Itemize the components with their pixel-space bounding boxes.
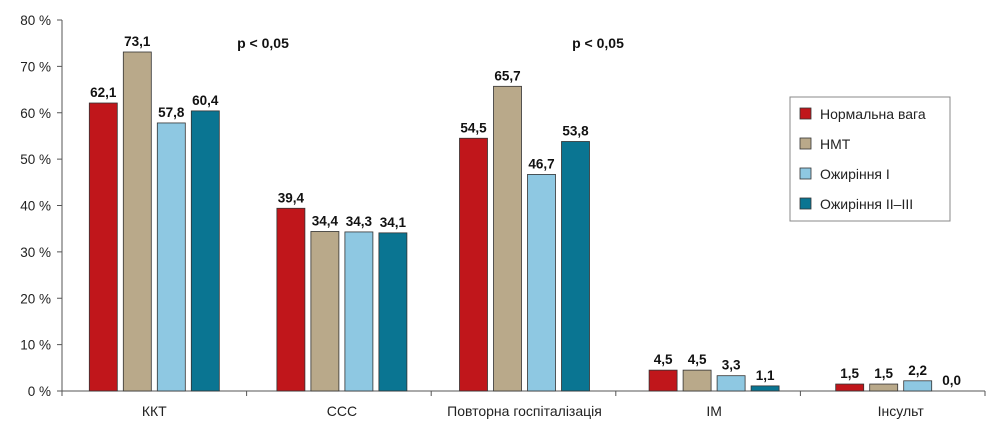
- y-tick-label: 80 %: [20, 13, 51, 28]
- bar: [527, 174, 556, 392]
- y-tick-label: 0 %: [28, 384, 51, 399]
- bar-value-label: 57,8: [158, 105, 185, 120]
- bar-value-label: 4,5: [654, 352, 673, 367]
- bar-value-label: 3,3: [722, 358, 741, 373]
- x-category-label: ССС: [327, 403, 357, 419]
- bar-value-label: 46,7: [528, 156, 554, 171]
- bar-value-label: 34,1: [380, 215, 407, 230]
- bar-value-label: 1,1: [756, 368, 775, 383]
- bar-value-label: 1,5: [840, 366, 859, 381]
- y-tick-label: 60 %: [20, 106, 51, 121]
- bar-value-label: 0,0: [942, 373, 961, 388]
- legend-label: НМТ: [820, 136, 851, 152]
- bar-value-label: 65,7: [494, 68, 520, 83]
- x-category-label: ІМ: [706, 403, 722, 419]
- y-tick-label: 40 %: [20, 199, 51, 214]
- y-tick-label: 70 %: [20, 59, 51, 74]
- axes: 0 % 10 % 20 % 30 % 40 % 50 % 60 % 70 % 80 % ККТ СС…: [20, 13, 986, 419]
- bar-value-label: 53,8: [562, 124, 589, 139]
- legend-swatch: [799, 137, 812, 150]
- bar: [122, 51, 152, 392]
- bars: [88, 51, 933, 392]
- significance-annotation: p < 0,05: [572, 35, 624, 51]
- legend-swatch: [799, 107, 812, 120]
- legend-swatch: [799, 167, 812, 180]
- bar-value-label: 62,1: [90, 85, 117, 100]
- bar-value-label: 73,1: [124, 34, 151, 49]
- bar: [344, 231, 374, 392]
- bar: [378, 232, 408, 392]
- bar: [310, 231, 340, 392]
- bar-value-label: 2,2: [908, 363, 927, 378]
- bar: [88, 102, 118, 392]
- bar-value-label: 60,4: [192, 93, 219, 108]
- bar: [561, 141, 590, 392]
- bar: [493, 85, 522, 392]
- bar: [156, 122, 186, 392]
- bar-value-label: 39,4: [278, 190, 305, 205]
- bar: [835, 383, 865, 392]
- bar: [459, 137, 488, 392]
- bar-value-label: 34,3: [346, 214, 373, 229]
- y-tick-label: 30 %: [20, 245, 51, 260]
- bar: [869, 383, 899, 392]
- bar: [903, 380, 933, 392]
- y-tick-label: 20 %: [20, 291, 51, 306]
- data-labels: 62,1 73,1 57,8 60,4 39,4 34,4 34,3 34,1 54,5 65,7…: [90, 34, 961, 388]
- bar-value-label: 54,5: [460, 120, 487, 135]
- bar: [716, 375, 746, 392]
- bar: [190, 110, 220, 392]
- x-category-label: ККТ: [142, 403, 167, 419]
- annotations: p < 0,05 p < 0,05: [237, 35, 624, 51]
- legend-swatch: [799, 197, 812, 210]
- y-tick-label: 50 %: [20, 152, 51, 167]
- bar-value-label: 1,5: [874, 366, 893, 381]
- bar: [276, 207, 306, 392]
- x-category-label: Повторна госпіталізація: [447, 403, 602, 419]
- bar: [682, 369, 712, 392]
- legend: Нормальна вага НМТ Ожиріння І Ожиріння ІІ–І…: [789, 96, 951, 222]
- legend-label: Ожиріння І: [820, 166, 890, 182]
- bar: [750, 385, 780, 392]
- bar-value-label: 34,4: [312, 213, 339, 228]
- x-category-label: Інсульт: [878, 403, 925, 419]
- legend-label: Ожиріння ІІ–ІІІ: [820, 196, 913, 212]
- bar: [648, 369, 678, 392]
- legend-box: [789, 96, 951, 222]
- bar-value-label: 4,5: [688, 352, 707, 367]
- legend-label: Нормальна вага: [820, 106, 926, 122]
- y-tick-label: 10 %: [20, 338, 51, 353]
- significance-annotation: p < 0,05: [237, 35, 289, 51]
